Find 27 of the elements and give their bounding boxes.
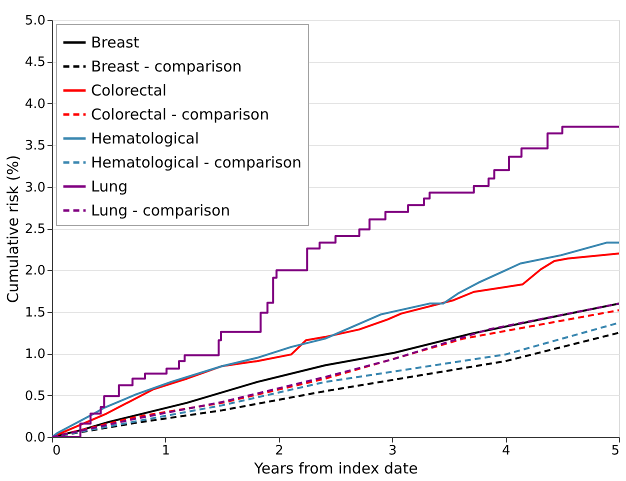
legend-label: Colorectal - comparison [91,106,270,124]
y-tick-label: 1.5 [24,305,46,320]
legend-label: Lung [91,178,128,196]
y-tick-label: 1.0 [24,347,46,362]
y-tick-label: 2.5 [24,222,46,237]
y-tick-label: 2.0 [24,264,46,279]
legend-label: Hematological [91,130,200,148]
x-axis-title: Years from index date [253,460,418,478]
legend-label: Hematological - comparison [91,154,302,172]
y-tick-label: 4.0 [24,96,46,112]
y-axis-title: Cumulative risk (%) [4,155,22,303]
legend-label: Colorectal [91,82,167,100]
y-tick-label: 3.0 [24,180,46,196]
y-tick-label: 5.0 [24,14,46,28]
y-tick-label: 0.0 [24,430,46,446]
legend-label: Lung - comparison [91,202,230,220]
x-tick-label: 3 [388,444,397,458]
y-tick-label: 4.5 [24,55,46,70]
y-tick-label: 0.5 [24,388,46,404]
x-tick-label: 0 [52,444,61,458]
y-tick-label: 3.5 [24,138,46,154]
x-tick-label: 5 [611,444,620,458]
x-tick-label: 4 [502,444,510,458]
x-tick-label: 2 [275,444,284,458]
legend-label: Breast - comparison [91,58,242,76]
legend-label: Breast [91,34,140,52]
x-tick-label: 1 [162,444,170,458]
